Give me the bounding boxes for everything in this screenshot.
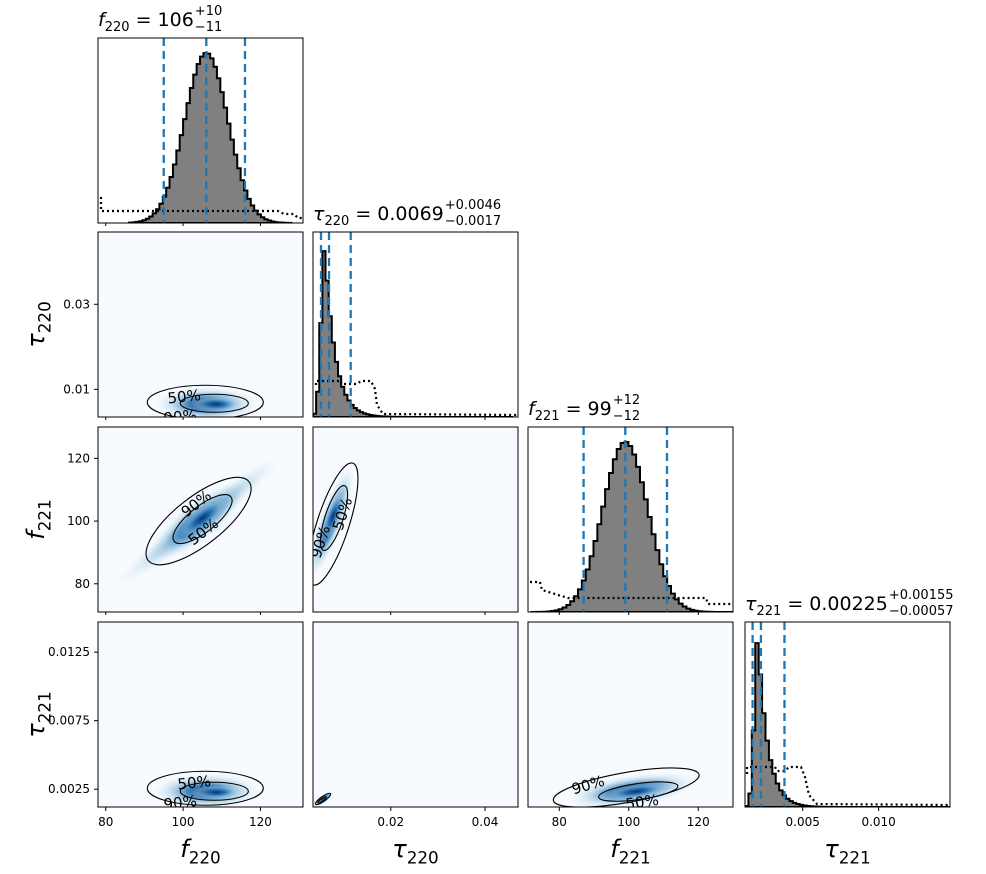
density <box>178 497 227 539</box>
prior-line <box>314 379 518 417</box>
density <box>190 785 243 800</box>
density <box>313 790 335 807</box>
density-inner: 90%50% <box>111 452 286 590</box>
contour-90 <box>146 384 264 417</box>
panel-title: τ220 = 0.0069 <box>313 203 444 229</box>
panel-frame <box>312 621 519 808</box>
ytick-label: 0.0125 <box>48 645 90 659</box>
density-panel-f220-tau220: 50%90% <box>97 231 304 427</box>
density-inner <box>313 790 335 807</box>
density-panel-tau220-tau221 <box>312 621 519 808</box>
hist-inner <box>745 622 950 807</box>
panel-title-upper: +0.00155 <box>889 588 954 603</box>
panel-bg <box>313 427 518 612</box>
prior-line <box>530 580 733 606</box>
contour-50 <box>172 494 233 545</box>
panel-frame <box>97 231 304 418</box>
density-panel-tau220-f221: 50%90% <box>312 426 519 613</box>
ytick-label: 0.03 <box>63 297 90 311</box>
hist-panel-tau221: τ221 = 0.00225 +0.00155−0.00057 <box>744 588 954 808</box>
ytick-label: 0.0075 <box>48 714 90 728</box>
ytick-label: 0.0025 <box>48 782 90 796</box>
ytick-label: 100 <box>67 514 90 528</box>
contour-label: 50% <box>167 386 202 407</box>
panel-title-lower: −0.0017 <box>445 214 501 229</box>
xtick-label: 120 <box>687 815 710 829</box>
contour-50 <box>179 393 249 413</box>
panel-bg <box>313 622 518 807</box>
xtick-label: 120 <box>249 815 272 829</box>
contour-90 <box>314 792 332 806</box>
xtick-label: 80 <box>552 815 567 829</box>
panel-frame <box>744 621 951 808</box>
xtick-label: 80 <box>98 815 113 829</box>
density <box>321 491 345 541</box>
histogram-bars <box>530 441 733 612</box>
xlabel-tau220: τ220 <box>392 835 438 868</box>
contour-90 <box>145 476 252 566</box>
panel-frame <box>97 426 304 613</box>
contour-label: 90% <box>163 792 198 813</box>
xtick-label: 0.005 <box>786 815 820 829</box>
contour-90 <box>552 767 700 807</box>
panel-title-lower: −12 <box>613 409 640 424</box>
histogram-bars <box>127 52 293 223</box>
panel-title-upper: +0.0046 <box>445 198 501 213</box>
contour-50 <box>598 781 679 802</box>
hist-panel-f220: f220 = 106 +10−11 <box>97 4 304 224</box>
histogram-bars <box>313 250 514 417</box>
contour-label: 50% <box>177 772 212 793</box>
contour-90 <box>146 770 264 806</box>
xlabel-f221: f221 <box>610 835 650 868</box>
xlabel-f220: f220 <box>180 835 220 868</box>
panel-frame <box>97 37 304 224</box>
contour-label: 50% <box>624 791 660 813</box>
ytick-label: 120 <box>67 451 90 465</box>
panel-title-upper: +12 <box>613 393 640 408</box>
hist-inner <box>99 38 303 223</box>
panel-bg <box>98 232 303 417</box>
panel-title-lower: −11 <box>195 20 222 35</box>
xtick-label: 100 <box>617 815 640 829</box>
hist-inner <box>313 232 518 417</box>
xtick-label: 100 <box>172 815 195 829</box>
panel-title: τ221 = 0.00225 <box>745 593 888 619</box>
xtick-label: 0.02 <box>377 815 404 829</box>
histogram-bars <box>745 642 950 807</box>
panel-frame <box>312 426 519 613</box>
panel-frame <box>527 621 734 808</box>
density <box>604 783 668 800</box>
ytick-label: 80 <box>75 577 90 591</box>
prior-line <box>745 765 950 807</box>
hist-inner <box>530 427 733 612</box>
ylabel-tau221: τ221 <box>22 691 55 737</box>
contour-50 <box>179 781 249 801</box>
panel-frame <box>312 231 519 418</box>
ylabel-tau220: τ220 <box>22 301 55 347</box>
panel-title-lower: −0.00057 <box>889 604 954 619</box>
hist-panel-f221: f221 = 99 +12−12 <box>527 393 734 613</box>
contour-label: 90% <box>163 406 198 427</box>
panel-title: f220 = 106 <box>98 9 194 35</box>
contour-50 <box>317 796 327 804</box>
xtick-label: 0.04 <box>472 815 499 829</box>
panel-title-upper: +10 <box>195 4 222 19</box>
density-panel-f220-f221: 90%50% <box>97 426 304 613</box>
density-inner: 50%90% <box>146 384 264 427</box>
density <box>190 396 243 413</box>
ytick-label: 0.01 <box>63 382 90 396</box>
density-panel-f220-tau221: 50%90% <box>97 621 304 813</box>
panel-frame <box>97 621 304 808</box>
density-panel-f221-tau221: 90%50% <box>527 621 734 813</box>
density-inner: 50%90% <box>146 770 264 813</box>
ylabel-f221: f221 <box>22 499 55 539</box>
panel-title: f221 = 99 <box>528 398 612 424</box>
contour-50 <box>319 484 349 552</box>
hist-panel-tau220: τ220 = 0.0069 +0.0046−0.0017 <box>312 198 519 418</box>
xlabel-tau221: τ221 <box>824 835 870 868</box>
panel-frame <box>527 426 734 613</box>
xtick-label: 0.010 <box>861 815 895 829</box>
